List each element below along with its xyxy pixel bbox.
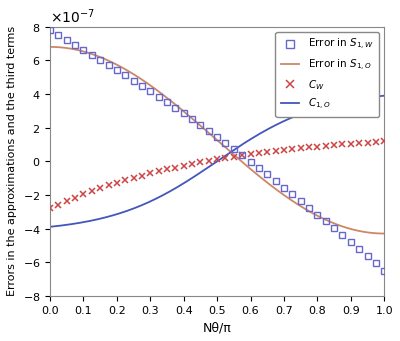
Legend: Error in $S_{1,W}$, Error in $S_{1,O}$, $C_W$, $C_{1,O}$: Error in $S_{1,W}$, Error in $S_{1,O}$, … bbox=[276, 32, 379, 117]
X-axis label: Nθ/π: Nθ/π bbox=[203, 321, 232, 334]
Y-axis label: Errors in the approximations and the third terms: Errors in the approximations and the thi… bbox=[7, 26, 17, 296]
